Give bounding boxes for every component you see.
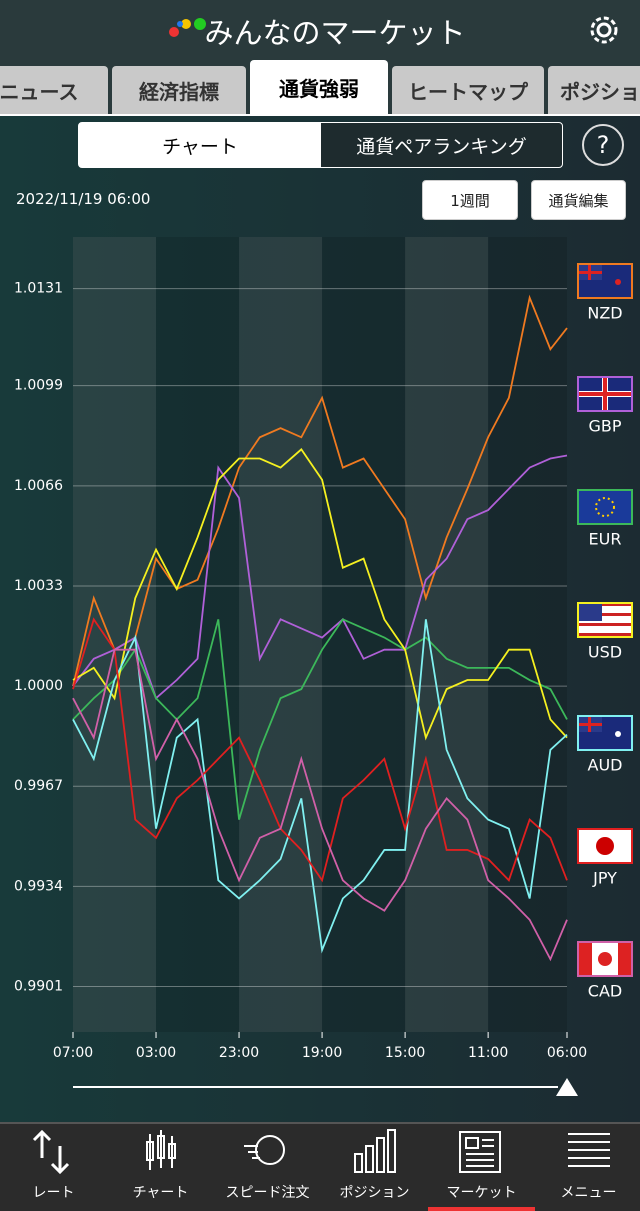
x-tick-label: 19:00 — [302, 1045, 342, 1061]
time-band — [239, 237, 323, 1032]
flag-part — [578, 942, 592, 976]
nav-item[interactable]: スピード注文 — [214, 1124, 321, 1211]
legend-label: NZD — [587, 304, 622, 323]
flag-border — [577, 715, 633, 751]
x-tick-label: 23:00 — [219, 1045, 259, 1061]
nav-label: レート — [32, 1185, 75, 1201]
settings-icon[interactable] — [584, 10, 624, 50]
bottom-nav: レート チャート スピード注文 ポジション マーケット メニュー — [0, 1122, 640, 1211]
icon — [146, 1130, 176, 1170]
y-tick-label: 0.9967 — [14, 778, 63, 794]
x-tick-label: 06:00 — [547, 1045, 587, 1061]
series-line — [72, 617, 568, 883]
y-tick-label: 0.9901 — [14, 978, 63, 994]
nav-item-active[interactable]: マーケット — [428, 1124, 535, 1211]
segment[interactable]: 通貨ペアランキング — [320, 122, 563, 168]
flag-border — [577, 602, 633, 638]
flag-part — [588, 264, 591, 280]
flag-part — [615, 731, 621, 737]
logo — [169, 18, 206, 37]
tab[interactable]: ヒートマップ — [392, 66, 544, 114]
edit-button[interactable]: 通貨編集 — [531, 180, 626, 220]
help-button[interactable]: ? — [582, 124, 624, 166]
legend-label: GBP — [588, 417, 621, 436]
time-band — [73, 237, 157, 1032]
icon — [459, 1131, 501, 1173]
series-line — [72, 618, 568, 820]
flag-part — [588, 716, 591, 732]
y-tick-label: 1.0131 — [14, 281, 63, 297]
series-line — [72, 648, 568, 962]
flag-part — [596, 837, 614, 855]
flag-border — [577, 828, 633, 864]
legend-label: CAD — [588, 982, 622, 1001]
tab[interactable]: ニュース — [0, 66, 108, 114]
flag-border — [577, 489, 633, 525]
flag-part — [578, 623, 632, 626]
nav-item[interactable]: レート — [0, 1124, 107, 1211]
flag-border — [577, 941, 633, 977]
y-tick-label: 1.0000 — [14, 678, 63, 694]
time-band — [405, 237, 489, 1032]
y-tick-label: 1.0099 — [14, 378, 63, 394]
header: みんなのマーケット — [0, 0, 640, 60]
date: 2022/11/19 06:00 — [16, 190, 151, 208]
nav-item[interactable]: ポジション — [321, 1124, 428, 1211]
tab-active[interactable]: 通貨強弱 — [250, 60, 388, 114]
y-tick-label: 1.0066 — [14, 478, 63, 494]
icon — [32, 1129, 70, 1175]
flag-part — [578, 603, 602, 621]
chart: 1.0131 1.0099 1.0066 1.0033 1.0000 0.9967 0.99… — [14, 237, 633, 1096]
nav-item[interactable]: チャート — [107, 1124, 214, 1211]
flag-border — [577, 263, 633, 299]
icon — [354, 1129, 396, 1173]
legend-label: JPY — [592, 869, 617, 888]
icon — [568, 1133, 610, 1167]
series-line — [72, 294, 568, 687]
flag-part — [615, 279, 621, 285]
flag-part — [598, 952, 612, 966]
period-button[interactable]: 1週間 — [422, 180, 518, 220]
flag-border — [577, 376, 633, 412]
flag-part — [578, 490, 632, 524]
legend-label: USD — [588, 643, 622, 662]
flag-part — [578, 603, 632, 606]
segment-active[interactable]: チャート — [78, 122, 322, 168]
tab-bar: ニュース 経済指標 通貨強弱 ヒートマップ ポジション — [0, 60, 640, 116]
nav-label: メニュー — [560, 1185, 617, 1201]
nav-label: マーケット — [446, 1185, 517, 1201]
series-line — [72, 619, 568, 954]
nav-item[interactable]: メニュー — [535, 1124, 640, 1211]
series-line — [72, 448, 568, 741]
flag-part — [618, 942, 632, 976]
tab[interactable]: 経済指標 — [112, 66, 246, 114]
x-tick-label: 03:00 — [136, 1045, 176, 1061]
x-tick-label: 07:00 — [53, 1045, 93, 1061]
flag-part — [578, 633, 632, 636]
legend-label: AUD — [588, 756, 623, 775]
y-tick-label: 1.0033 — [14, 578, 63, 594]
x-tick-label: 11:00 — [468, 1045, 508, 1061]
icon — [244, 1135, 285, 1165]
flag-part — [603, 377, 607, 411]
nav-label: ポジション — [339, 1185, 410, 1201]
y-tick-label: 0.9934 — [14, 878, 63, 894]
app-title: みんなのマーケット — [204, 16, 466, 50]
nav-label: チャート — [132, 1185, 189, 1201]
nav-label: スピード注文 — [225, 1185, 310, 1201]
plot-area — [73, 237, 567, 1032]
tab[interactable]: ポジション — [548, 66, 640, 114]
flag-part — [578, 613, 632, 616]
flag-part — [595, 497, 615, 517]
slider-handle — [556, 1078, 578, 1096]
legend-label: EUR — [589, 530, 622, 549]
x-tick-label: 15:00 — [385, 1045, 425, 1061]
